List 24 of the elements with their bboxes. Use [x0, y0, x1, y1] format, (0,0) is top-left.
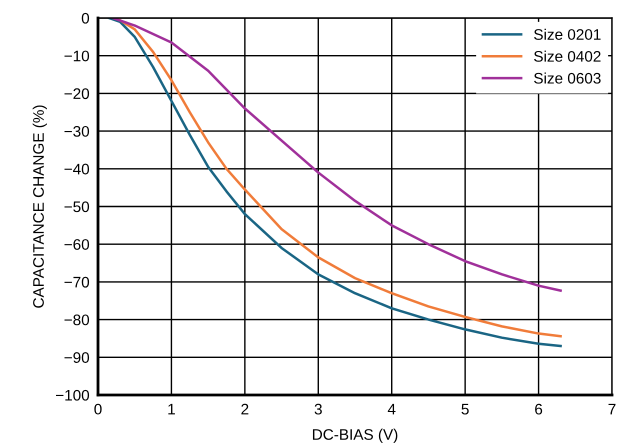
- x-tick-label: 0: [94, 404, 102, 415]
- y-tick-label: −20: [64, 88, 90, 100]
- y-tick-label: −90: [64, 352, 90, 363]
- legend-label: Size 0402: [534, 50, 601, 62]
- y-tick-label: −30: [64, 126, 90, 137]
- x-tick-label: 2: [241, 404, 248, 414]
- x-tick-label: 7: [608, 404, 616, 414]
- y-tick-label: −60: [64, 239, 90, 250]
- legend-label: Size 0603: [534, 72, 601, 84]
- x-tick-label: 5: [462, 404, 469, 415]
- x-tick-label: 3: [314, 404, 322, 415]
- x-tick-label: 4: [388, 404, 396, 414]
- y-tick-label: −40: [64, 164, 90, 174]
- y-tick-label: 0: [82, 12, 90, 24]
- y-tick-label: −80: [64, 314, 90, 326]
- y-tick-label: −10: [64, 50, 90, 62]
- x-axis-title: DC-BIAS (V): [312, 428, 398, 443]
- x-tick-label: 6: [535, 404, 542, 415]
- y-tick-label: −50: [64, 201, 90, 212]
- y-axis-title: CAPACITANCE CHANGE (%): [32, 105, 47, 308]
- y-tick-label: −100: [56, 390, 90, 401]
- x-tick-label: 1: [168, 404, 175, 414]
- legend-label: Size 0201: [534, 28, 601, 40]
- y-tick-label: −70: [64, 276, 90, 288]
